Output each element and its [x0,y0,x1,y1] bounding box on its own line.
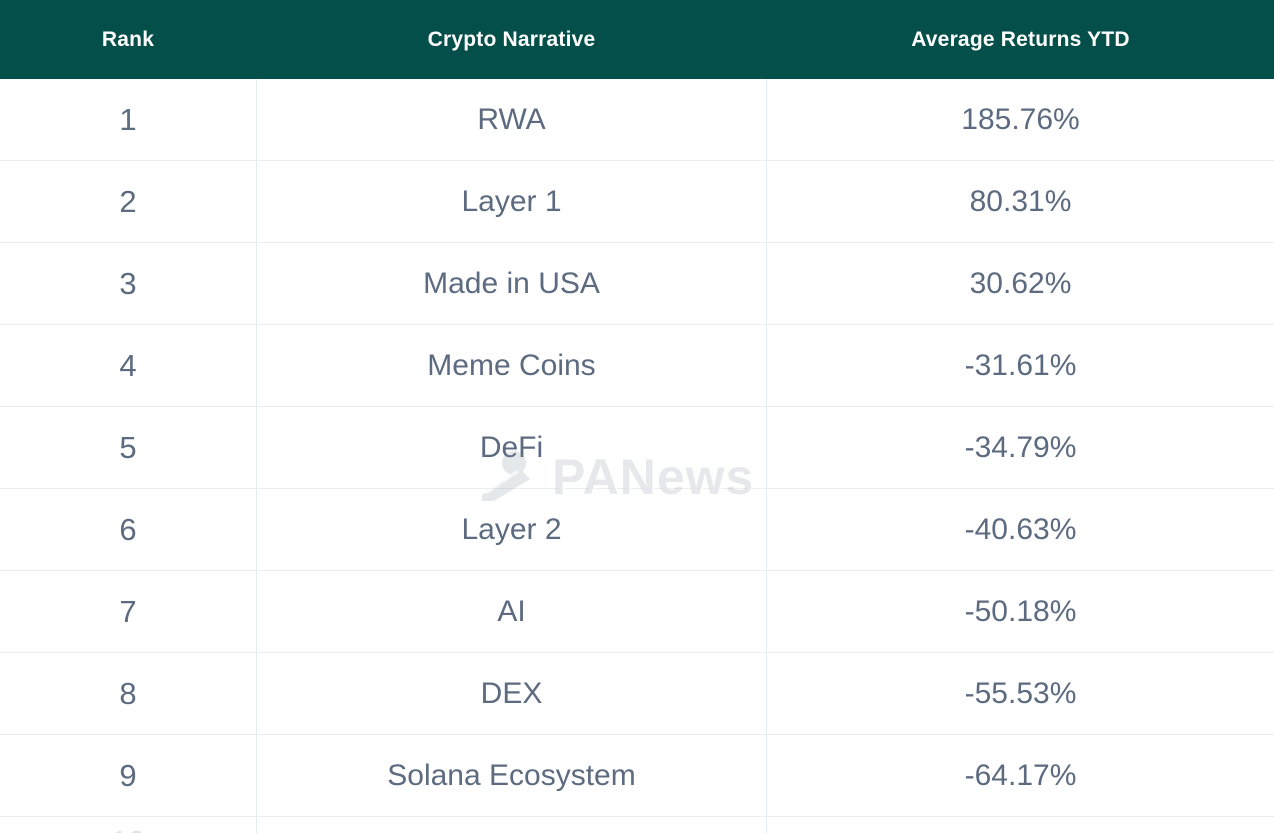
rank-cell: 4 [119,347,137,383]
narrative-cell: Meme Coins [256,325,767,406]
table-row: 6 Layer 2 -40.63% [0,489,1274,571]
table-row: 4 Meme Coins -31.61% [0,325,1274,407]
rank-cell: 1 [119,101,137,137]
table-row: 8 DEX -55.53% [0,653,1274,735]
rank-cell: 2 [119,183,137,219]
rank-cell: 7 [119,593,137,629]
table-row-partial: 10 [0,817,1274,833]
narrative-cell [256,817,767,833]
narrative-cell: DEX [256,653,767,734]
table-row: 7 AI -50.18% [0,571,1274,653]
rank-cell: 10 [0,817,256,833]
table-row: 2 Layer 1 80.31% [0,161,1274,243]
narrative-cell: DeFi [256,407,767,488]
returns-cell [767,817,1274,833]
narrative-cell: RWA [256,79,767,160]
table-row: 3 Made in USA 30.62% [0,243,1274,325]
narrative-cell: Layer 1 [256,161,767,242]
rank-cell: 8 [119,675,137,711]
returns-cell: 30.62% [969,266,1072,300]
column-header-rank: Rank [101,27,155,51]
returns-cell: 80.31% [969,184,1072,218]
column-header-average-returns-ytd: Average Returns YTD [911,27,1130,51]
narrative-cell: Layer 2 [256,489,767,570]
table-row: 1 RWA 185.76% [0,79,1274,161]
table-row: 5 DeFi -34.79% [0,407,1274,489]
column-header-crypto-narrative: Crypto Narrative [427,27,596,51]
table-row: 9 Solana Ecosystem -64.17% [0,735,1274,817]
returns-cell: -40.63% [964,512,1077,546]
returns-cell: -34.79% [964,430,1077,464]
rank-cell: 5 [119,429,137,465]
table-header-row: Rank Crypto Narrative Average Returns YT… [0,0,1274,79]
returns-cell: -31.61% [964,348,1077,382]
rank-cell: 3 [119,265,137,301]
rank-cell: 6 [119,511,137,547]
returns-cell: 185.76% [961,102,1080,136]
narrative-cell: Solana Ecosystem [256,735,767,816]
narrative-cell: AI [256,571,767,652]
returns-cell: -55.53% [964,676,1077,710]
returns-cell: -50.18% [964,594,1077,628]
returns-cell: -64.17% [964,758,1077,792]
narrative-cell: Made in USA [256,243,767,324]
rank-cell: 9 [119,757,137,793]
